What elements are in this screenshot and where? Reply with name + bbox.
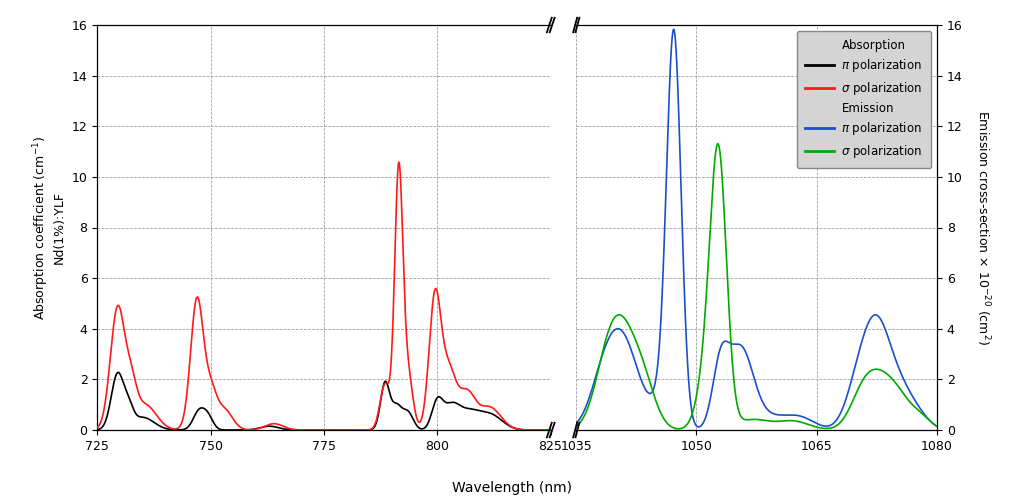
Legend: Absorption, $\pi$ polarization, $\sigma$ polarization, Emission, $\pi$ polarizat: Absorption, $\pi$ polarization, $\sigma$… [797,31,931,168]
Y-axis label: Emission cross-section $\times$ 10$^{-20}$ (cm$^2$): Emission cross-section $\times$ 10$^{-20… [974,110,991,345]
Text: Wavelength (nm): Wavelength (nm) [452,481,572,495]
Y-axis label: Absorption coefficient (cm$^{-1}$)
Nd(1%):YLF: Absorption coefficient (cm$^{-1}$) Nd(1%… [32,136,67,320]
